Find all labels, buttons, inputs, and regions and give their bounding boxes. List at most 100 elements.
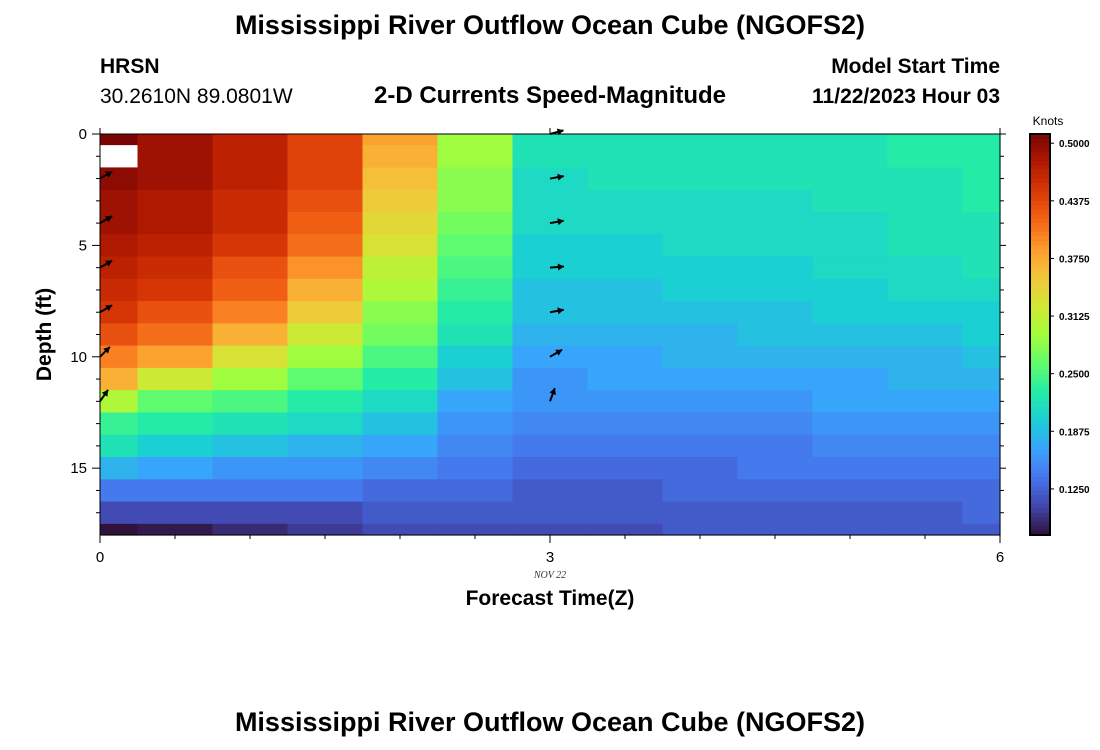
heatmap-cell <box>212 134 289 146</box>
colorbar-segment <box>1030 356 1050 362</box>
colorbar-segment <box>1030 414 1050 420</box>
heatmap-cell <box>287 301 364 324</box>
heatmap-cell <box>587 367 664 391</box>
heatmap-cell <box>737 167 814 191</box>
heatmap-cell <box>100 234 139 258</box>
colorbar-segment <box>1030 370 1050 376</box>
heatmap-cell <box>962 167 1001 191</box>
y-tick-label: 10 <box>70 349 87 366</box>
current-vector-head <box>557 307 564 315</box>
heatmap-cell <box>437 134 514 146</box>
current-vector-head <box>549 388 557 396</box>
x-date-label: NOV 22 <box>533 570 566 581</box>
heatmap-cell <box>137 523 214 536</box>
heatmap-cell <box>100 134 139 146</box>
heatmap-cell <box>362 234 439 258</box>
heatmap-cell <box>362 189 439 213</box>
heatmap-cell <box>587 189 664 213</box>
colorbar-segment <box>1030 334 1050 340</box>
heatmap-cell <box>887 434 964 458</box>
colorbar-segment <box>1030 218 1050 224</box>
colorbar-segment <box>1030 272 1050 278</box>
heatmap-cell <box>137 501 214 525</box>
colorbar-segment <box>1030 151 1050 157</box>
current-vector <box>99 346 111 358</box>
colorbar-segment <box>1030 285 1050 291</box>
colorbar-segment <box>1030 298 1050 304</box>
heatmap-cell <box>662 434 739 458</box>
heatmap-cell <box>100 367 139 391</box>
heatmap-cell <box>512 390 589 414</box>
heatmap-cell <box>512 523 589 536</box>
heatmap-cell <box>812 323 889 347</box>
colorbar-segment <box>1030 392 1050 398</box>
heatmap-cell <box>962 412 1001 436</box>
heatmap-cell <box>287 367 364 391</box>
colorbar-segment <box>1030 165 1050 171</box>
heatmap-cell <box>737 523 814 536</box>
heatmap-cell <box>512 323 589 347</box>
heatmap-cell <box>587 479 664 503</box>
current-vector <box>549 307 564 315</box>
heatmap-cell <box>962 345 1001 369</box>
heatmap-cell <box>962 523 1001 536</box>
x-tick-label: 0 <box>96 549 104 566</box>
heatmap-cell <box>100 301 139 324</box>
colorbar-segment <box>1030 249 1050 255</box>
heatmap-cell <box>212 345 289 369</box>
colorbar-segment <box>1030 432 1050 438</box>
colorbar-segment <box>1030 352 1050 358</box>
heatmap-cell <box>287 145 364 169</box>
colorbar-segment <box>1030 445 1050 451</box>
current-vector-head <box>105 171 113 178</box>
colorbar-segment <box>1030 232 1050 238</box>
heatmap-cell <box>962 479 1001 503</box>
colorbar-segment <box>1030 450 1050 456</box>
heatmap-cell <box>962 301 1001 324</box>
colorbar-segment <box>1030 236 1050 242</box>
colorbar-segment <box>1030 321 1050 327</box>
heatmap-cell <box>662 278 739 302</box>
colorbar-segment <box>1030 481 1050 487</box>
heatmap-cell <box>287 134 364 146</box>
heatmap-cell <box>437 167 514 191</box>
colorbar-segment <box>1030 240 1050 246</box>
heatmap-cell <box>887 134 964 146</box>
heatmap-cell <box>212 412 289 436</box>
heatmap-cell <box>587 234 664 258</box>
colorbar-segment <box>1030 512 1050 518</box>
heatmap-cell <box>587 523 664 536</box>
heatmap-cell <box>362 412 439 436</box>
colorbar-segment <box>1030 338 1050 345</box>
colorbar-segment <box>1030 347 1050 353</box>
heatmap-cell <box>737 323 814 347</box>
colorbar-segment <box>1030 463 1050 469</box>
heatmap-cell <box>887 412 964 436</box>
heatmap-cell <box>662 167 739 191</box>
current-vector-head <box>557 263 564 271</box>
heatmap-cell <box>137 189 214 213</box>
heatmap-cell <box>737 145 814 169</box>
heatmap-cell <box>887 211 964 235</box>
heatmap-cell <box>287 234 364 258</box>
colorbar-tick-label: 0.4375 <box>1059 197 1090 208</box>
heatmap-cell <box>137 278 214 302</box>
colorbar-segment <box>1030 428 1050 434</box>
x-tick-label: 3 <box>546 549 554 566</box>
heatmap-cell <box>962 256 1001 280</box>
colorbar-frame <box>1029 133 1051 536</box>
heatmap-cell <box>437 457 514 480</box>
heatmap-cell <box>362 278 439 302</box>
heatmap-cell <box>137 390 214 414</box>
heatmap-cell <box>287 501 364 525</box>
heatmap-cell <box>362 367 439 391</box>
current-vector <box>99 170 113 180</box>
heatmap-cell <box>512 189 589 213</box>
colorbar-segment <box>1030 160 1050 166</box>
current-vector <box>549 348 563 358</box>
colorbar-segment <box>1030 312 1050 318</box>
colorbar-segment <box>1030 245 1050 251</box>
heatmap-cell <box>437 323 514 347</box>
colorbar-segment <box>1030 379 1050 385</box>
colorbar-segment <box>1030 191 1050 197</box>
